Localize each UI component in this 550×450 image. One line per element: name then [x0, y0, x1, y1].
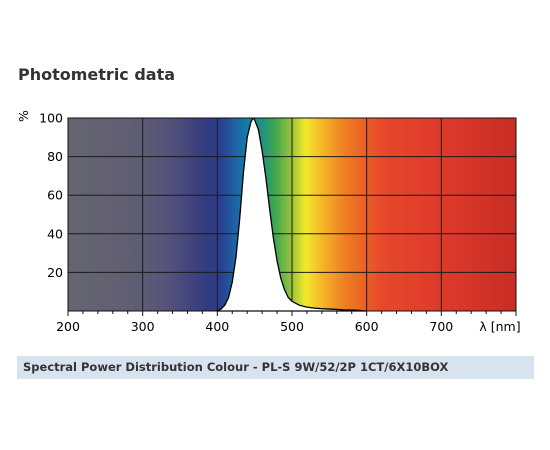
x-tick-label: 400 [205, 319, 229, 334]
x-tick-label: 200 [56, 319, 80, 334]
spectral-power-area [216, 117, 368, 312]
y-tick-label: 60 [47, 188, 63, 203]
y-tick-label: 80 [47, 149, 63, 164]
spectral-chart: 200 300 400 500 600 700 λ [nm] 20 40 60 80 100% [16, 110, 521, 334]
x-tick-label: 300 [131, 319, 155, 334]
chart-caption: Spectral Power Distribution Colour - PL-… [17, 356, 534, 379]
x-tick-label: 600 [355, 319, 379, 334]
y-tick-label: 40 [47, 226, 63, 241]
section-title: Photometric data [18, 65, 176, 84]
x-tick-label: 700 [429, 319, 453, 334]
y-axis-label: % [16, 110, 31, 122]
y-tick-label: 100 [39, 111, 63, 126]
x-tick-label: 500 [280, 319, 304, 334]
x-axis-label: λ [nm] [479, 319, 520, 334]
y-tick-label: 20 [47, 265, 63, 280]
